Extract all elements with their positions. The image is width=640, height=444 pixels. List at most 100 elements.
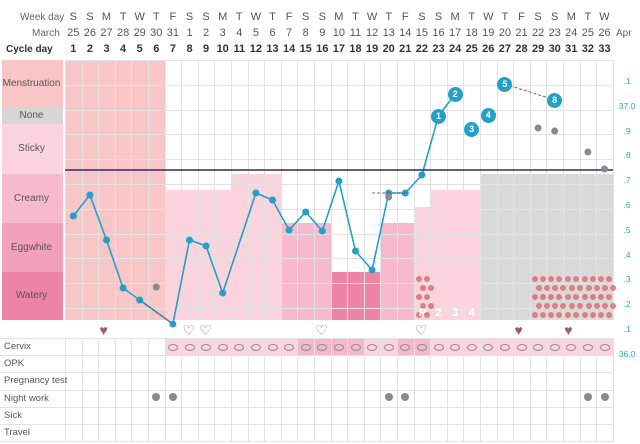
grid-line [0,355,613,357]
cycle-day: 5 [136,43,143,55]
cervix-icon [533,344,544,351]
night-work-dot [401,393,410,401]
fluid-observation [330,272,381,320]
heart-icon: ♥ [99,322,108,338]
fluid-row-label: Creamy [13,192,49,204]
week-day: S [86,11,94,23]
grid-line [463,60,465,320]
cycle-day: 21 [399,43,412,55]
dot-icon [560,303,567,309]
week-day: S [185,11,194,23]
cervix-icon [367,344,378,351]
grid-line [98,60,100,320]
fluid-row-bg [2,107,63,124]
grid-line [65,283,613,285]
week-day: F [401,11,409,23]
dot-icon [606,294,613,300]
grid-line [446,60,448,320]
cycle-day: 2 [86,43,93,55]
excluded-temperature-point [584,148,592,156]
week-day: S [202,11,210,23]
night-work-dot [583,393,592,401]
fluid-row-label: Sticky [18,143,45,154]
dot-icon [415,294,422,300]
dot-icon [606,276,613,282]
grid-line [347,60,349,320]
peak-label: P [418,307,427,319]
cervix-icon [400,344,411,351]
dot-icon [423,294,430,300]
date: 11 [349,27,362,39]
cervix-icon [466,344,477,351]
cervix-icon [383,344,394,351]
dot-icon [548,294,555,300]
grid-line [231,60,232,320]
heart-icon: ♡ [182,322,196,338]
grid-line [65,60,66,320]
date: 1 [186,27,193,39]
date: 23 [548,27,561,39]
fluid-row-label: Eggwhite [10,241,53,253]
dot-icon [569,303,575,309]
temp-axis-tick: .1 [623,76,631,86]
bottom-row-label: Sick [4,409,22,421]
date: 25 [67,27,80,39]
fluid-row-bg [2,124,63,174]
peak-label: 3 [452,307,459,319]
week-day: S [534,11,542,23]
night-work-dot [152,393,161,401]
date: 5 [252,27,259,39]
grid-line [214,60,216,320]
date: 6 [269,27,276,39]
cycle-day: 24 [448,43,462,55]
grid-line [0,389,613,391]
date: 20 [498,27,512,39]
week-day: W [366,11,378,23]
week-day: S [69,11,77,23]
grid-line [114,60,116,320]
night-work-dot [600,393,609,401]
week-day: F [169,11,177,23]
peak-label: 4 [468,307,475,319]
fluid-row-label: None [19,109,44,121]
week-day: M [218,11,228,23]
grid-line [579,60,581,320]
cycle-day: 14 [282,43,296,55]
grid-line [0,406,613,408]
cycle-day: 13 [266,43,279,55]
grid-line [280,60,282,320]
temp-axis-tick: .6 [623,200,631,210]
temperature-number-bubble: 2 [447,86,463,102]
cervix-icon [582,344,593,351]
grid-line [65,308,613,309]
grid-line [181,60,183,320]
cervix-icon [217,344,228,351]
date: 13 [382,27,395,39]
temperature-point [352,247,359,255]
temp-axis-tick: .2 [623,299,631,310]
cycle-day: 3 [103,43,110,55]
fluid-row-label: Watery [15,290,48,301]
cervix-icon [317,344,328,351]
excluded-temperature-point [534,124,542,132]
week-day: T [119,11,127,23]
cervix-icon [416,344,427,351]
cervix-icon [184,344,195,351]
month-label: March [32,28,60,39]
week-day: T [152,11,160,23]
date: 25 [581,27,595,39]
dot-icon [598,276,605,282]
heart-icon: ♡ [199,322,212,338]
dot-icon [552,303,559,309]
week-day: F [518,11,525,23]
grid-line [513,60,515,320]
peak-label: 2 [435,307,442,319]
cycle-day: 30 [548,43,561,55]
cycle-day: 10 [216,43,229,55]
cervix-icon [516,344,527,351]
dot-icon [577,285,583,291]
week-day: M [566,11,576,23]
grid-line [330,60,332,320]
grid-line [480,60,481,320]
grid-line [397,60,398,320]
